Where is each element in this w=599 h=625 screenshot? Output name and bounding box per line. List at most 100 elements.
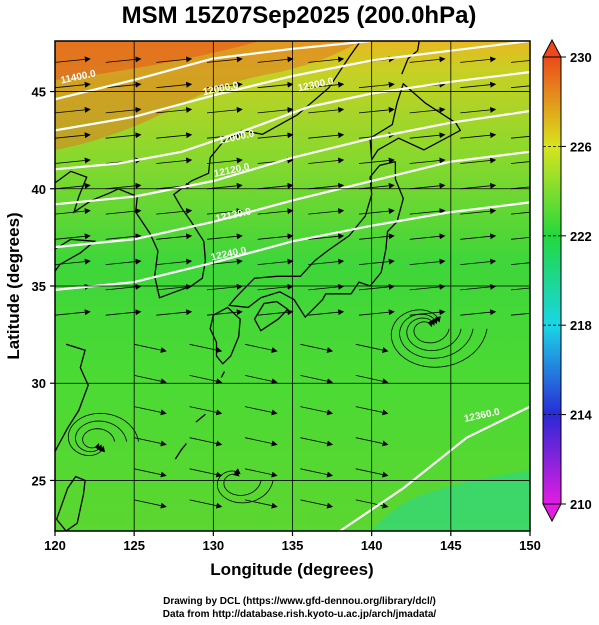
streamline — [67, 412, 139, 456]
credit-drawing: Drawing by DCL (https://www.gfd-dennou.o… — [163, 596, 436, 607]
x-tick-label: 150 — [519, 538, 541, 553]
streamline — [409, 56, 446, 63]
x-tick-label: 130 — [202, 538, 224, 553]
streamline — [409, 208, 446, 215]
streamline — [358, 157, 395, 164]
streamline — [308, 106, 345, 114]
streamline — [510, 85, 530, 89]
streamline — [460, 258, 497, 265]
streamline — [156, 208, 193, 215]
streamline — [460, 208, 497, 215]
streamline — [257, 56, 294, 63]
streamline — [358, 283, 395, 291]
streamline — [189, 468, 223, 478]
streamline — [55, 182, 91, 190]
coastline — [195, 413, 206, 423]
streamline — [206, 106, 243, 114]
streamline — [156, 81, 193, 89]
streamline — [55, 208, 91, 215]
streamline — [257, 182, 294, 190]
y-tick-label: 30 — [32, 376, 46, 391]
streamline — [300, 406, 334, 416]
streamline — [300, 468, 334, 478]
x-tick-label: 125 — [123, 538, 145, 553]
streamline — [510, 262, 530, 265]
streamline — [308, 81, 345, 89]
streamline — [308, 182, 345, 190]
streamline — [105, 258, 142, 265]
streamline — [510, 236, 530, 240]
streamline — [134, 375, 167, 385]
streamline — [358, 106, 395, 114]
streamline — [409, 283, 446, 291]
y-axis-label: Latitude (degrees) — [4, 212, 23, 359]
streamline — [206, 182, 243, 190]
streamline — [308, 208, 345, 215]
streamline — [358, 182, 395, 190]
streamline — [206, 258, 243, 265]
streamline — [189, 437, 223, 447]
streamline — [308, 157, 345, 164]
streamline — [257, 132, 294, 139]
streamline — [75, 420, 127, 453]
streamline — [460, 233, 497, 240]
streamline — [358, 81, 395, 89]
cool-patch-southeast — [370, 470, 530, 531]
x-tick-label: 120 — [44, 538, 66, 553]
streamline — [257, 309, 294, 316]
streamline — [206, 56, 243, 63]
y-tick-label: 40 — [32, 182, 46, 197]
streamline — [460, 81, 497, 89]
streamline — [460, 106, 497, 114]
streamline — [105, 309, 142, 316]
coastline — [55, 343, 89, 454]
streamline — [244, 468, 278, 478]
streamline — [257, 258, 294, 265]
y-tick-label: 35 — [32, 279, 46, 294]
colorbar-tick-label: 214 — [570, 408, 592, 423]
streamline — [257, 106, 294, 114]
streamline — [55, 233, 91, 240]
streamline — [206, 283, 243, 291]
streamline — [460, 132, 497, 139]
streamline — [55, 132, 91, 139]
streamline — [409, 233, 446, 240]
streamline — [358, 309, 395, 316]
streamline — [308, 283, 345, 291]
coastline — [55, 170, 119, 214]
streamline — [244, 499, 278, 509]
streamline — [510, 312, 530, 316]
streamline — [55, 106, 91, 114]
streamline — [216, 468, 274, 504]
streamline — [156, 233, 193, 240]
coastline — [220, 371, 225, 378]
streamline — [156, 106, 193, 114]
streamline — [134, 468, 167, 478]
streamline — [244, 406, 278, 416]
streamline — [82, 428, 115, 450]
streamline — [358, 258, 395, 265]
streamline — [156, 157, 193, 164]
streamline — [244, 343, 278, 353]
streamline — [244, 375, 278, 385]
y-tick-label: 45 — [32, 85, 46, 100]
streamline — [413, 320, 450, 344]
height-contour — [55, 71, 530, 171]
streamline — [206, 157, 243, 164]
streamline — [460, 182, 497, 190]
x-axis-label: Longitude (degrees) — [210, 560, 373, 579]
streamline — [510, 287, 530, 291]
streamline — [105, 56, 142, 63]
coastline — [227, 160, 404, 319]
wind-streamlines — [55, 56, 530, 509]
streamline — [460, 309, 497, 316]
streamline — [223, 470, 262, 496]
streamline — [358, 208, 395, 215]
streamline — [308, 309, 345, 316]
streamline — [257, 283, 294, 291]
streamline — [189, 499, 223, 509]
y-axis-ticks: 25 30 35 40 45 — [32, 85, 55, 488]
